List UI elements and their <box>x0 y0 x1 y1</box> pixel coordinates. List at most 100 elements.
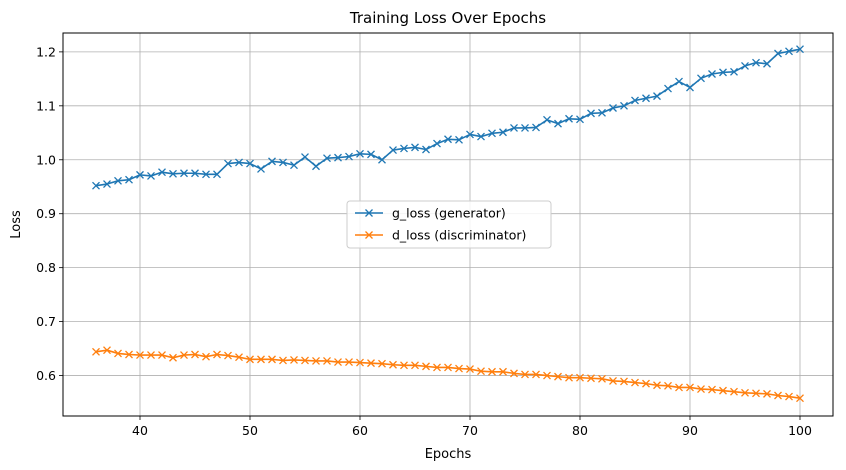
data-point-marker <box>444 363 452 372</box>
data-point-marker <box>334 358 342 367</box>
data-point-marker <box>246 355 254 364</box>
data-point-marker <box>323 357 331 365</box>
data-point-marker <box>686 383 694 392</box>
data-point-marker <box>378 359 386 368</box>
data-point-marker <box>708 385 716 394</box>
data-point-marker <box>411 143 419 152</box>
data-point-marker <box>708 70 716 78</box>
data-point-marker <box>752 389 760 398</box>
data-point-marker <box>741 61 749 70</box>
data-point-marker <box>565 114 573 123</box>
data-point-marker <box>367 359 375 368</box>
data-point-marker <box>103 346 111 355</box>
y-tick-label: 0.8 <box>36 260 56 275</box>
data-point-marker <box>554 119 562 128</box>
data-point-marker <box>785 47 793 56</box>
data-point-marker <box>202 170 210 179</box>
data-point-marker <box>169 169 177 178</box>
data-point-marker <box>752 58 760 67</box>
data-point-marker <box>400 144 408 153</box>
data-point-marker <box>675 77 683 86</box>
data-point-marker <box>378 155 386 164</box>
data-point-marker <box>136 170 144 179</box>
data-point-marker <box>202 352 210 361</box>
data-point-marker <box>532 370 540 379</box>
data-point-marker <box>389 360 397 369</box>
data-point-marker <box>686 83 694 92</box>
y-tick-label: 1.1 <box>36 98 56 113</box>
y-tick-label: 1.0 <box>36 152 56 167</box>
data-point-marker <box>642 379 650 388</box>
data-point-marker <box>356 149 364 158</box>
data-point-marker <box>587 374 595 383</box>
data-point-marker <box>521 123 529 132</box>
series-layer <box>92 45 804 403</box>
data-point-marker <box>444 135 452 144</box>
data-point-marker <box>103 180 111 189</box>
data-point-marker <box>268 157 276 166</box>
data-point-marker <box>180 351 188 360</box>
data-point-marker <box>499 128 507 137</box>
x-tick-label: 60 <box>352 423 368 438</box>
y-tick-label: 0.9 <box>36 206 56 221</box>
x-axis-label: Epochs <box>425 447 472 462</box>
data-point-marker <box>213 350 221 359</box>
series-line-0 <box>95 48 801 187</box>
data-point-marker <box>598 374 606 383</box>
data-point-marker <box>763 59 771 68</box>
data-point-marker <box>191 350 199 359</box>
data-point-marker <box>741 388 749 397</box>
data-point-marker <box>169 353 177 362</box>
x-tick-label: 90 <box>682 423 698 438</box>
data-point-marker <box>488 129 496 138</box>
data-point-marker <box>664 381 672 390</box>
data-point-marker <box>224 159 232 168</box>
data-point-marker <box>257 164 265 173</box>
data-point-marker <box>763 389 771 398</box>
data-point-marker <box>609 104 617 112</box>
data-point-marker <box>235 353 243 362</box>
data-point-marker <box>147 351 155 360</box>
data-point-marker <box>565 373 573 382</box>
data-point-marker <box>279 356 287 365</box>
data-point-marker <box>719 68 727 77</box>
data-point-marker <box>774 391 782 400</box>
data-point-marker <box>598 108 606 117</box>
data-point-marker <box>136 351 144 360</box>
data-point-marker <box>235 158 243 167</box>
data-point-marker <box>719 386 727 395</box>
grid <box>63 33 833 416</box>
data-point-marker <box>422 145 430 154</box>
data-point-marker <box>675 383 683 392</box>
x-tick-label: 70 <box>462 423 478 438</box>
data-point-marker <box>554 372 562 381</box>
data-point-marker <box>356 358 364 367</box>
data-point-marker <box>301 356 309 365</box>
data-point-marker <box>477 367 485 376</box>
y-tick-label: 0.7 <box>36 314 56 329</box>
data-point-marker <box>125 350 133 359</box>
data-point-marker <box>576 115 584 124</box>
data-point-marker <box>411 361 419 370</box>
data-point-marker <box>642 94 650 103</box>
legend-marker-1 <box>365 231 373 239</box>
data-point-marker <box>433 363 441 372</box>
data-point-marker <box>730 387 738 396</box>
data-point-marker <box>488 367 496 376</box>
data-point-marker <box>499 367 507 376</box>
data-point-marker <box>180 169 188 178</box>
data-point-marker <box>367 150 375 159</box>
data-point-marker <box>345 358 353 367</box>
plot-area-frame <box>62 32 834 417</box>
data-point-marker <box>653 92 661 101</box>
data-point-marker <box>345 152 353 161</box>
data-point-marker <box>257 355 265 364</box>
data-point-marker <box>312 162 320 171</box>
series-line-1 <box>95 349 801 399</box>
legend-label-0: g_loss (generator) <box>392 206 506 221</box>
axis-ticks: 40 50 60 70 80 90 100 0.6 0.7 0.8 0.9 1.0 1.1 1.2 <box>36 44 812 438</box>
data-point-marker <box>466 130 474 139</box>
data-point-marker <box>224 351 232 360</box>
data-point-marker <box>543 371 551 380</box>
data-point-marker <box>796 45 804 54</box>
